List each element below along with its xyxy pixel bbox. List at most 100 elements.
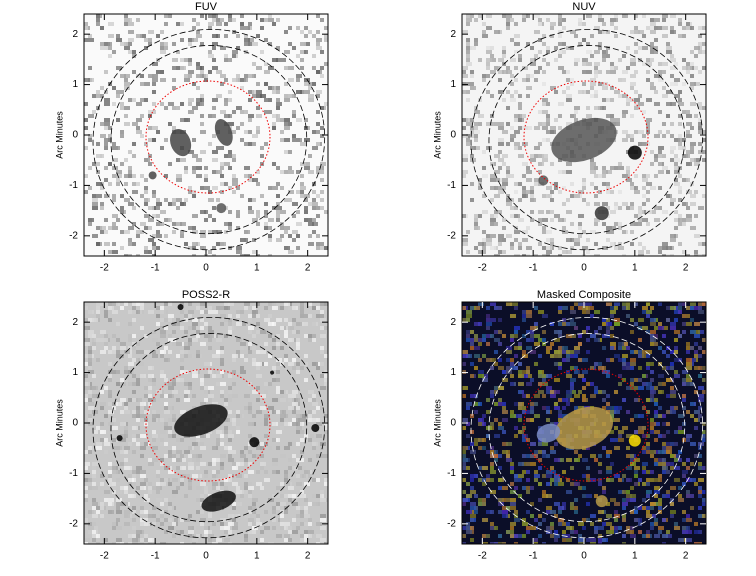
pixel <box>510 414 516 418</box>
pixel <box>300 458 304 462</box>
pixel <box>558 366 562 370</box>
pixel <box>288 234 292 238</box>
pixel <box>622 202 628 206</box>
pixel <box>506 202 512 206</box>
pixel <box>100 482 104 486</box>
pixel <box>112 482 116 486</box>
pixel <box>124 86 130 90</box>
pixel <box>208 142 212 146</box>
pixel <box>586 494 592 498</box>
pixel <box>308 502 312 506</box>
pixel <box>296 338 300 342</box>
pixel <box>292 366 296 370</box>
pixel <box>650 186 656 190</box>
pixel <box>84 478 90 482</box>
pixel <box>630 458 636 462</box>
pixel <box>686 190 692 194</box>
pixel <box>506 530 510 534</box>
pixel <box>666 130 670 134</box>
pixel <box>614 302 620 306</box>
pixel <box>288 26 292 30</box>
pixel <box>658 162 662 166</box>
pixel <box>292 530 298 534</box>
pixel <box>626 166 630 170</box>
pixel <box>256 90 262 94</box>
pixel <box>662 134 666 138</box>
pixel <box>192 454 198 458</box>
pixel <box>534 126 540 130</box>
pixel <box>654 134 660 138</box>
pixel <box>92 462 98 466</box>
pixel <box>618 190 622 194</box>
pixel <box>248 518 254 522</box>
pixel <box>164 138 168 142</box>
pixel <box>462 502 466 506</box>
pixel <box>594 106 600 110</box>
pixel <box>518 94 522 98</box>
pixel <box>148 366 154 370</box>
pixel <box>562 318 566 322</box>
pixel <box>678 174 682 178</box>
pixel <box>554 90 558 94</box>
pixel <box>216 430 222 434</box>
pixel <box>276 210 280 214</box>
pixel <box>312 306 316 310</box>
pixel <box>646 182 652 186</box>
pixel <box>698 486 702 490</box>
pixel <box>292 398 298 402</box>
pixel <box>188 338 192 342</box>
pixel <box>490 246 496 250</box>
pixel <box>506 358 510 362</box>
pixel <box>546 350 550 354</box>
pixel <box>470 182 474 186</box>
pixel <box>248 422 254 426</box>
y-tick-label: 0 <box>72 130 78 141</box>
pixel <box>558 158 562 162</box>
pixel <box>558 418 562 422</box>
pixel <box>602 406 606 410</box>
pixel <box>698 102 702 106</box>
pixel <box>284 334 288 338</box>
pixel <box>698 374 702 378</box>
pixel <box>686 434 692 438</box>
pixel <box>610 438 614 442</box>
pixel <box>546 50 550 54</box>
pixel <box>192 318 198 322</box>
pixel <box>698 50 702 54</box>
pixel <box>308 526 312 530</box>
pixel <box>598 526 604 530</box>
pixel <box>124 122 130 126</box>
pixel <box>518 106 522 110</box>
pixel <box>276 502 280 506</box>
pixel <box>252 362 256 366</box>
pixel <box>510 242 514 246</box>
pixel <box>228 438 232 442</box>
pixel <box>236 126 240 130</box>
pixel <box>120 450 124 454</box>
pixel <box>470 306 474 310</box>
pixel <box>490 198 494 202</box>
pixel <box>474 110 480 114</box>
pixel <box>526 346 532 350</box>
pixel <box>244 406 250 410</box>
pixel <box>132 174 136 178</box>
pixel <box>514 66 518 70</box>
pixel <box>188 98 194 102</box>
pixel <box>268 382 272 386</box>
pixel <box>232 506 236 510</box>
pixel <box>96 442 102 446</box>
pixel <box>514 354 518 358</box>
pixel <box>630 182 634 186</box>
pixel <box>538 50 542 54</box>
pixel <box>598 534 602 538</box>
pixel <box>670 386 674 390</box>
pixel <box>284 50 290 54</box>
pixel <box>156 398 160 402</box>
pixel <box>184 518 190 522</box>
pixel <box>614 426 618 430</box>
pixel <box>116 498 122 502</box>
pixel <box>542 442 548 446</box>
pixel <box>514 302 518 306</box>
pixel <box>244 142 248 146</box>
pixel <box>506 174 510 178</box>
